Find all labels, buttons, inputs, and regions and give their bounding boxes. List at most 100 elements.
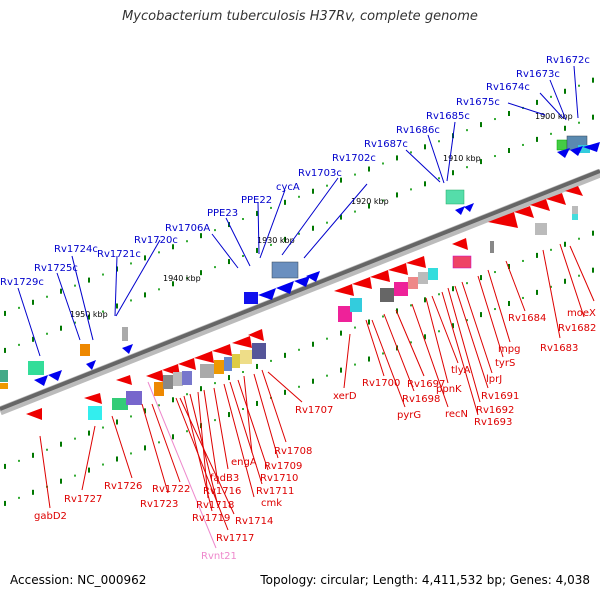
gene-label-Rv1722[interactable]: Rv1722 [152, 484, 190, 495]
gene-label-Rv1725c[interactable]: Rv1725c [34, 263, 78, 274]
gene-arrow[interactable] [86, 360, 96, 370]
gene-arrow[interactable] [212, 344, 232, 356]
gene-label-Rv1718[interactable]: Rv1718 [196, 500, 234, 511]
gene-block[interactable] [578, 145, 590, 153]
gene-label-Rv1729c[interactable]: Rv1729c [0, 277, 44, 288]
gene-arrow[interactable] [565, 186, 583, 196]
gene-block[interactable] [572, 206, 578, 214]
gene-arrow[interactable] [570, 146, 583, 156]
gene-label-moeX[interactable]: moeX [567, 308, 596, 319]
gene-label-PPE23[interactable]: PPE23 [207, 208, 238, 219]
gene-label-Rv1693[interactable]: Rv1693 [474, 417, 512, 428]
gene-label-Rv1683[interactable]: Rv1683 [540, 343, 578, 354]
gene-label-engA[interactable]: engA [231, 457, 257, 468]
gene-label-Rv1692[interactable]: Rv1692 [476, 405, 514, 416]
gene-label-Rv1674c[interactable]: Rv1674c [486, 82, 530, 93]
gene-label-Rv1672c[interactable]: Rv1672c [546, 55, 590, 66]
gene-arrow[interactable] [248, 329, 264, 341]
gene-arrow[interactable] [84, 393, 102, 404]
gene-block[interactable] [535, 223, 547, 235]
gene-block[interactable] [200, 364, 214, 378]
gene-arrow[interactable] [583, 142, 600, 152]
gene-label-ppnK[interactable]: ppnK [436, 384, 462, 395]
gene-arrow[interactable] [514, 206, 534, 218]
gene-block[interactable] [122, 327, 128, 341]
gene-label-xerD[interactable]: xerD [333, 391, 357, 402]
gene-label-cycA[interactable]: cycA [276, 182, 300, 193]
gene-arrow[interactable] [34, 375, 48, 386]
gene-label-Rv1675c[interactable]: Rv1675c [456, 97, 500, 108]
gene-block[interactable] [428, 268, 438, 280]
gene-label-tlyA[interactable]: tlyA [451, 365, 471, 376]
gene-arrow[interactable] [546, 193, 566, 205]
gene-label-Rv1700[interactable]: Rv1700 [362, 378, 400, 389]
gene-block[interactable] [556, 139, 568, 151]
gene-arrow[interactable] [388, 263, 408, 275]
gene-block[interactable] [80, 344, 90, 356]
gene-block[interactable] [452, 255, 472, 269]
gene-label-lprJ[interactable]: lprJ [486, 374, 502, 385]
gene-label-Rv1717[interactable]: Rv1717 [216, 533, 254, 544]
gene-block[interactable] [173, 372, 183, 386]
gene-block[interactable] [252, 343, 266, 359]
gene-arrow[interactable] [530, 199, 550, 211]
gene-label-recN[interactable]: recN [445, 409, 468, 420]
gene-label-Rv1685c[interactable]: Rv1685c [426, 111, 470, 122]
gene-label-Rv1720c[interactable]: Rv1720c [134, 235, 178, 246]
gene-arrow[interactable] [122, 344, 133, 354]
gene-label-Rv1708[interactable]: Rv1708 [274, 446, 312, 457]
gene-label-Rv1706A[interactable]: Rv1706A [165, 223, 210, 234]
gene-label-Rv1721c[interactable]: Rv1721c [97, 249, 141, 260]
gene-arrow[interactable] [294, 276, 310, 287]
gene-label-Rv1673c[interactable]: Rv1673c [516, 69, 560, 80]
gene-label-Rv1726[interactable]: Rv1726 [104, 481, 142, 492]
gene-arrow[interactable] [306, 271, 320, 282]
gene-arrow[interactable] [464, 203, 474, 212]
gene-label-Rv1698[interactable]: Rv1698 [402, 394, 440, 405]
gene-arrow[interactable] [352, 277, 372, 289]
gene-block[interactable] [0, 383, 8, 389]
gene-block[interactable] [418, 272, 428, 284]
gene-label-Rv1719[interactable]: Rv1719 [192, 513, 230, 524]
gene-label-Rv1702c[interactable]: Rv1702c [332, 153, 376, 164]
gene-block[interactable] [240, 350, 252, 364]
gene-label-gabD2[interactable]: gabD2 [34, 511, 67, 522]
gene-block[interactable] [271, 261, 299, 279]
gene-label-Rv1709[interactable]: Rv1709 [264, 461, 302, 472]
gene-arrow[interactable] [26, 408, 42, 420]
gene-label-Rv1710[interactable]: Rv1710 [260, 473, 298, 484]
gene-arrow[interactable] [146, 370, 164, 382]
gene-label-Rv1697[interactable]: Rv1697 [407, 379, 445, 390]
gene-label-Rv1684[interactable]: Rv1684 [508, 313, 546, 324]
gene-label-Rv1724c[interactable]: Rv1724c [54, 244, 98, 255]
gene-block[interactable] [0, 370, 8, 382]
gene-block[interactable] [154, 382, 164, 396]
gene-arrow[interactable] [488, 212, 518, 228]
gene-label-mpg[interactable]: mpg [498, 344, 520, 355]
gene-block[interactable] [244, 292, 258, 304]
gene-label-Rv1703c[interactable]: Rv1703c [298, 168, 342, 179]
gene-block[interactable] [394, 282, 408, 296]
gene-arrow[interactable] [406, 256, 426, 268]
gene-label-PPE22[interactable]: PPE22 [241, 195, 272, 206]
gene-arrow[interactable] [276, 281, 294, 294]
gene-block[interactable] [490, 241, 494, 253]
gene-arrow[interactable] [455, 206, 465, 215]
gene-block[interactable] [214, 360, 224, 374]
gene-arrow[interactable] [232, 336, 252, 348]
gene-block[interactable] [88, 406, 102, 420]
gene-arrow[interactable] [334, 284, 354, 296]
gene-label-tyrS[interactable]: tyrS [495, 358, 515, 369]
gene-label-Rv1691[interactable]: Rv1691 [481, 391, 519, 402]
gene-label-Rv1727[interactable]: Rv1727 [64, 494, 102, 505]
gene-block[interactable] [28, 361, 44, 375]
gene-block[interactable] [572, 214, 578, 220]
gene-label-Rvnt21[interactable]: Rvnt21 [201, 551, 237, 562]
gene-block[interactable] [182, 371, 192, 385]
gene-block[interactable] [445, 189, 465, 205]
gene-arrow[interactable] [178, 358, 196, 370]
gene-label-pyrG[interactable]: pyrG [397, 410, 421, 421]
gene-label-Rv1711[interactable]: Rv1711 [256, 486, 294, 497]
gene-block[interactable] [350, 298, 362, 312]
gene-label-cmk[interactable]: cmk [261, 498, 282, 509]
